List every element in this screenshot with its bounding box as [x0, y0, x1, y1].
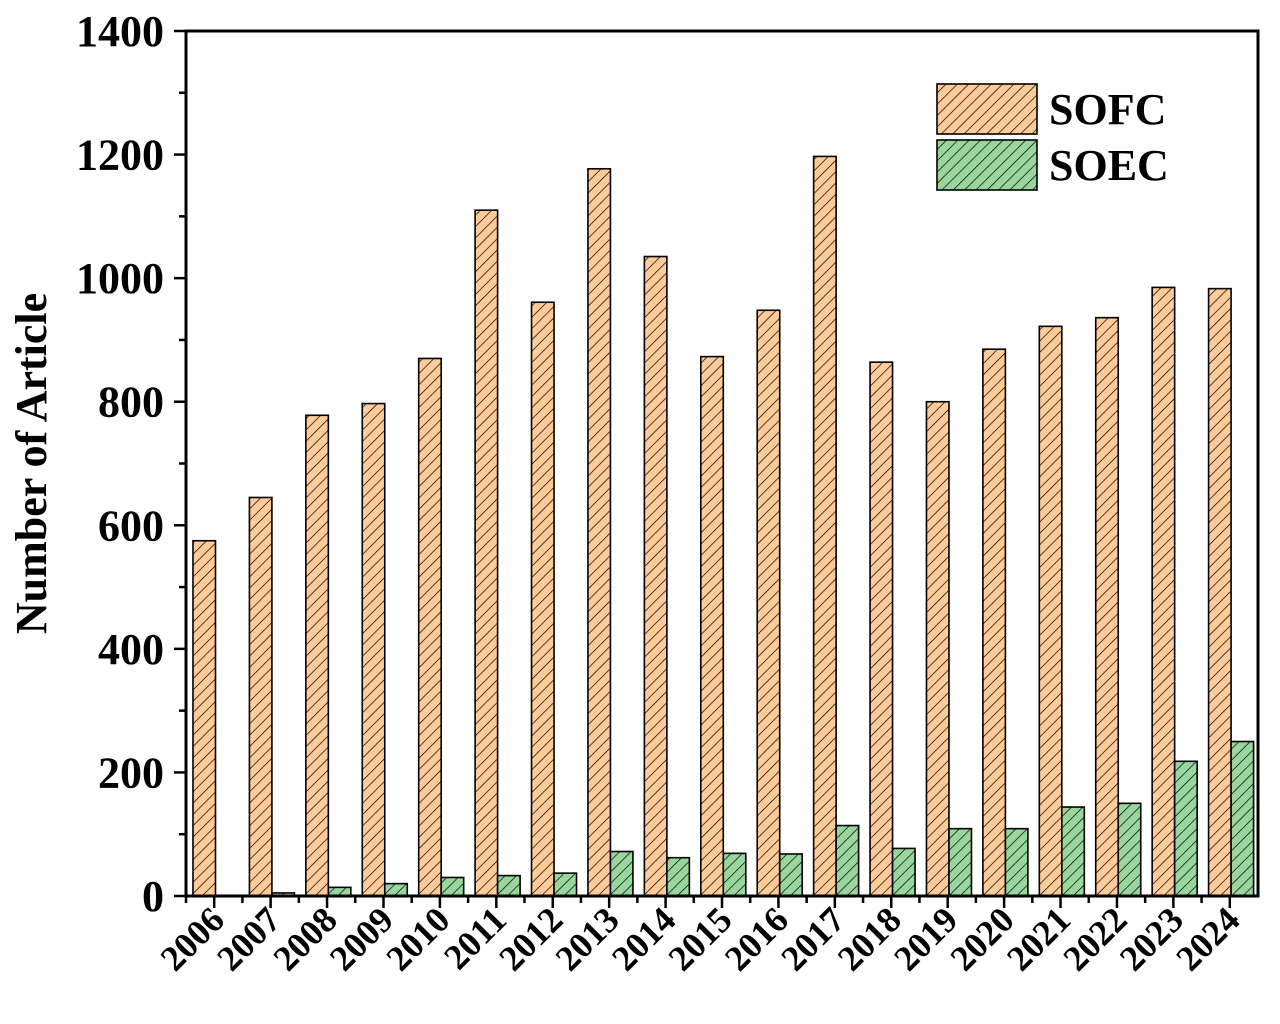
bar-soec-2010-hatch [440, 876, 465, 897]
legend-soec-swatch-hatch [936, 139, 1038, 191]
y-tick-label: 0 [142, 872, 164, 921]
bar-sofc-2016-hatch [756, 309, 781, 897]
bar-soec-2014-hatch [666, 856, 691, 897]
bar-sofc-2013-hatch [587, 167, 612, 897]
y-tick-label: 600 [98, 501, 164, 550]
bar-soec-2018-hatch [891, 847, 916, 897]
bar-soec-2023-hatch [1173, 760, 1198, 897]
y-axis-title: Number of Article [7, 293, 56, 634]
bar-sofc-2014-hatch [643, 255, 668, 897]
bar-sofc-2012-hatch [530, 301, 555, 897]
bar-sofc-2020-hatch [982, 348, 1007, 897]
bar-sofc-2009-hatch [361, 402, 386, 897]
bar-sofc-2024-hatch [1207, 287, 1232, 897]
bar-soec-2011-hatch [496, 874, 521, 897]
bar-sofc-2008-hatch [305, 414, 330, 897]
bar-soec-2024-hatch [1230, 740, 1255, 897]
bar-sofc-2021-hatch [1038, 325, 1063, 897]
bar-soec-2012-hatch [553, 872, 578, 897]
bar-sofc-2015-hatch [699, 355, 725, 897]
bar-soec-2015-hatch [722, 852, 747, 897]
y-tick-label: 400 [98, 625, 164, 674]
y-tick-label: 200 [98, 748, 164, 797]
y-tick-label: 1400 [76, 7, 164, 56]
bar-sofc-2017-hatch [812, 155, 837, 897]
bar-soec-2016-hatch [778, 853, 804, 897]
bar-soec-2021-hatch [1061, 806, 1086, 897]
bar-sofc-2011-hatch [474, 209, 499, 897]
bar-sofc-2007-hatch [248, 496, 273, 897]
bar-soec-2017-hatch [835, 824, 860, 897]
bar-sofc-2006-hatch [192, 539, 217, 897]
bar-soec-2020-hatch [1004, 827, 1029, 897]
bar-sofc-2023-hatch [1151, 286, 1176, 897]
bar-sofc-2018-hatch [869, 361, 894, 897]
bar-soec-2013-hatch [609, 850, 634, 897]
legend-sofc-swatch-hatch [936, 83, 1038, 135]
y-tick-label: 1200 [76, 131, 164, 180]
x-tick-label: 2024 [1168, 899, 1247, 978]
bar-sofc-2019-hatch [925, 400, 950, 897]
bar-sofc-2022-hatch [1094, 316, 1120, 897]
legend-sofc-label: SOFC [1049, 85, 1166, 134]
y-tick-label: 1000 [76, 254, 164, 303]
bar-soec-2022-hatch [1117, 802, 1142, 897]
bar-soec-2019-hatch [948, 827, 973, 897]
legend-soec-label: SOEC [1049, 141, 1169, 190]
bar-soec-2009-hatch [383, 882, 409, 897]
bar-sofc-2010-hatch [417, 357, 442, 897]
y-tick-label: 800 [98, 378, 164, 427]
